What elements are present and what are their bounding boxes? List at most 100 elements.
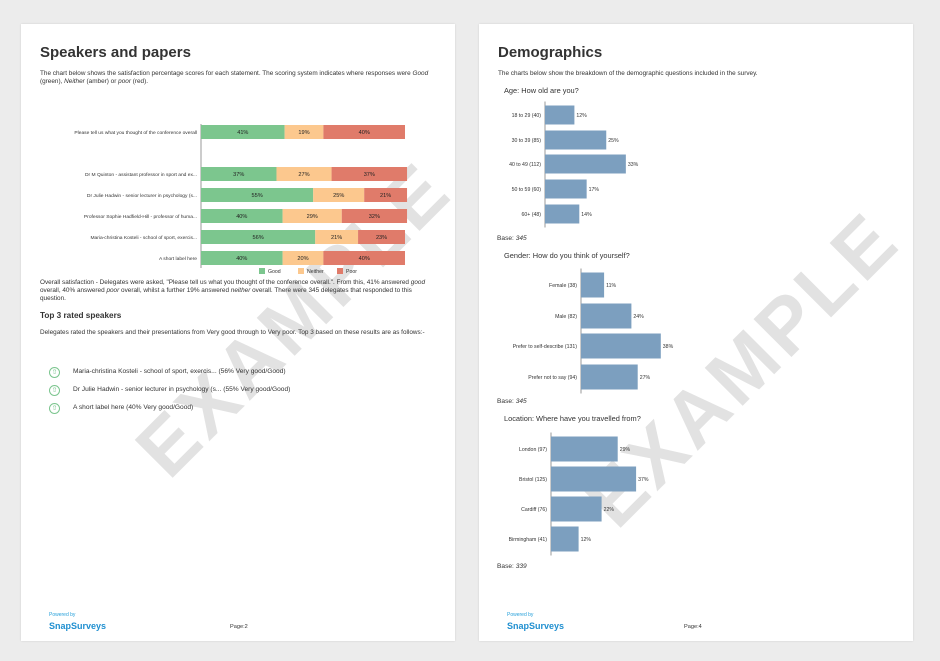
intro-paragraph: The chart below shows the satisfaction p… bbox=[40, 70, 436, 86]
bar bbox=[551, 436, 618, 462]
category-label: Dr Julie Hadwin - senior lecturer in psy… bbox=[87, 193, 197, 199]
category-label: Female (38) bbox=[549, 283, 577, 289]
intro-text: The chart below shows the satisfaction p… bbox=[40, 70, 413, 77]
category-label: Professor Sophie Hadfield-Hill - profess… bbox=[84, 214, 197, 220]
legend-swatch bbox=[298, 268, 304, 274]
top3-item-label: A short label here (40% Very good/Good) bbox=[73, 404, 194, 411]
page-number: Page:4 bbox=[684, 624, 702, 630]
age-bar-chart: 18 to 29 (40) 12% 30 to 39 (85) 25% 40 to 49… bbox=[509, 101, 639, 228]
legend-swatch bbox=[337, 268, 343, 274]
category-label: London (97) bbox=[519, 447, 547, 453]
satisfaction-stacked-bar-chart: Please tell us what you thought of the c… bbox=[74, 124, 408, 275]
powered-by-label: Powered by bbox=[49, 612, 76, 618]
data-label: 37% bbox=[364, 172, 375, 178]
data-label: 41% bbox=[237, 130, 248, 136]
data-label: 40% bbox=[236, 214, 247, 220]
category-label: Please tell us what you thought of the c… bbox=[74, 130, 197, 136]
bar bbox=[551, 526, 579, 552]
data-label: 38% bbox=[663, 344, 674, 350]
page-number: Page:2 bbox=[230, 624, 248, 630]
stacked-bar-segment bbox=[323, 125, 405, 139]
summary-good: good bbox=[410, 279, 425, 286]
summary-poor: poor bbox=[106, 287, 120, 294]
category-label: 40 to 49 (112) bbox=[509, 162, 541, 168]
data-label: 27% bbox=[640, 375, 651, 381]
up-arrow-icon: ⇧ bbox=[49, 385, 60, 396]
category-label: Prefer to self-describe (131) bbox=[513, 344, 578, 350]
intro-paragraph: The charts below show the breakdown of t… bbox=[498, 70, 758, 77]
up-arrow-icon: ⇧ bbox=[49, 403, 60, 414]
bar bbox=[551, 496, 602, 522]
bar bbox=[581, 272, 605, 298]
bar bbox=[581, 333, 661, 359]
data-label: 40% bbox=[236, 256, 247, 262]
stacked-bar-segment bbox=[313, 188, 365, 202]
gender-question-title: Gender: How do you think of yourself? bbox=[504, 251, 630, 260]
snap-surveys-logo: SnapSurveys bbox=[49, 621, 107, 631]
data-label: 55% bbox=[251, 193, 262, 199]
stacked-bar-segment bbox=[282, 251, 324, 265]
summary-text: overall, 40% answered bbox=[40, 287, 107, 294]
category-label: Maria-christina Kosteli - school of spor… bbox=[90, 235, 197, 241]
bar bbox=[545, 204, 580, 224]
category-label: Dr M Quinton - assistant professor in sp… bbox=[85, 172, 197, 178]
stacked-bar-segment bbox=[201, 188, 314, 202]
category-label: 60+ (48) bbox=[522, 212, 542, 218]
intro-good: Good bbox=[412, 70, 429, 77]
data-label: 29% bbox=[620, 447, 631, 453]
summary-text: Overall satisfaction - Delegates were as… bbox=[40, 279, 411, 286]
data-label: 20% bbox=[297, 256, 308, 262]
top3-item-label: Dr Julie Hadwin - senior lecturer in psy… bbox=[73, 386, 291, 393]
report-page-speakers: EXAMPLE Speakers and papers The chart be… bbox=[21, 24, 455, 641]
age-question-title: Age: How old are you? bbox=[504, 86, 579, 95]
summary-paragraph: Overall satisfaction - Delegates were as… bbox=[40, 279, 436, 303]
summary-text: overall, whilst a further 19% answered bbox=[119, 287, 231, 294]
location-base: Base: 339 bbox=[497, 563, 527, 570]
summary-neither: neither bbox=[230, 287, 251, 294]
category-label: 18 to 29 (40) bbox=[512, 113, 542, 119]
data-label: 32% bbox=[369, 214, 380, 220]
stacked-bar-segment bbox=[282, 209, 342, 223]
category-label: A short label here bbox=[159, 256, 197, 262]
stacked-bar-segment bbox=[284, 125, 324, 139]
bar bbox=[581, 364, 638, 390]
legend-label: Poor bbox=[346, 269, 357, 275]
age-base: Base: 345 bbox=[497, 235, 527, 242]
legend-swatch bbox=[259, 268, 265, 274]
location-bar-chart: London (97) 29% Bristol (125) 37% Cardiff (7… bbox=[509, 432, 649, 556]
intro-neither: Neither bbox=[64, 78, 85, 85]
gender-bar-chart: Female (38) 11% Male (82) 24% Prefer to self… bbox=[513, 268, 674, 394]
data-label: 12% bbox=[581, 537, 592, 543]
stacked-bar-segment bbox=[358, 230, 405, 244]
data-label: 37% bbox=[638, 477, 649, 483]
data-label: 25% bbox=[333, 193, 344, 199]
stacked-bar-segment bbox=[364, 188, 408, 202]
top3-heading: Top 3 rated speakers bbox=[40, 311, 122, 320]
bar bbox=[545, 179, 587, 199]
stacked-bar-segment bbox=[201, 167, 277, 181]
category-label: Cardiff (76) bbox=[521, 507, 547, 513]
category-label: Bristol (125) bbox=[519, 477, 547, 483]
legend-label: Neither bbox=[307, 269, 324, 275]
stacked-bar-segment bbox=[201, 209, 283, 223]
bar bbox=[545, 130, 607, 150]
stacked-bar-segment bbox=[341, 209, 408, 223]
intro-poor: poor bbox=[118, 78, 131, 85]
base-label: Base: bbox=[497, 235, 514, 242]
intro-text: (amber) or bbox=[84, 78, 119, 85]
report-page-demographics: EXAMPLE Demographics The charts below sh… bbox=[479, 24, 913, 641]
bar bbox=[581, 303, 632, 329]
data-label: 14% bbox=[581, 212, 592, 218]
base-value: 339 bbox=[515, 563, 527, 570]
data-label: 40% bbox=[359, 256, 370, 262]
base-label: Base: bbox=[497, 398, 514, 405]
page-title: Demographics bbox=[498, 44, 603, 61]
category-label: Male (82) bbox=[555, 314, 577, 320]
category-label: 30 to 39 (85) bbox=[512, 138, 542, 144]
data-label: 21% bbox=[380, 193, 391, 199]
location-question-title: Location: Where have you travelled from? bbox=[504, 414, 641, 423]
category-label: Prefer not to say (94) bbox=[528, 375, 577, 381]
data-label: 29% bbox=[307, 214, 318, 220]
intro-text: (green), bbox=[40, 78, 65, 85]
base-value: 345 bbox=[515, 235, 527, 242]
